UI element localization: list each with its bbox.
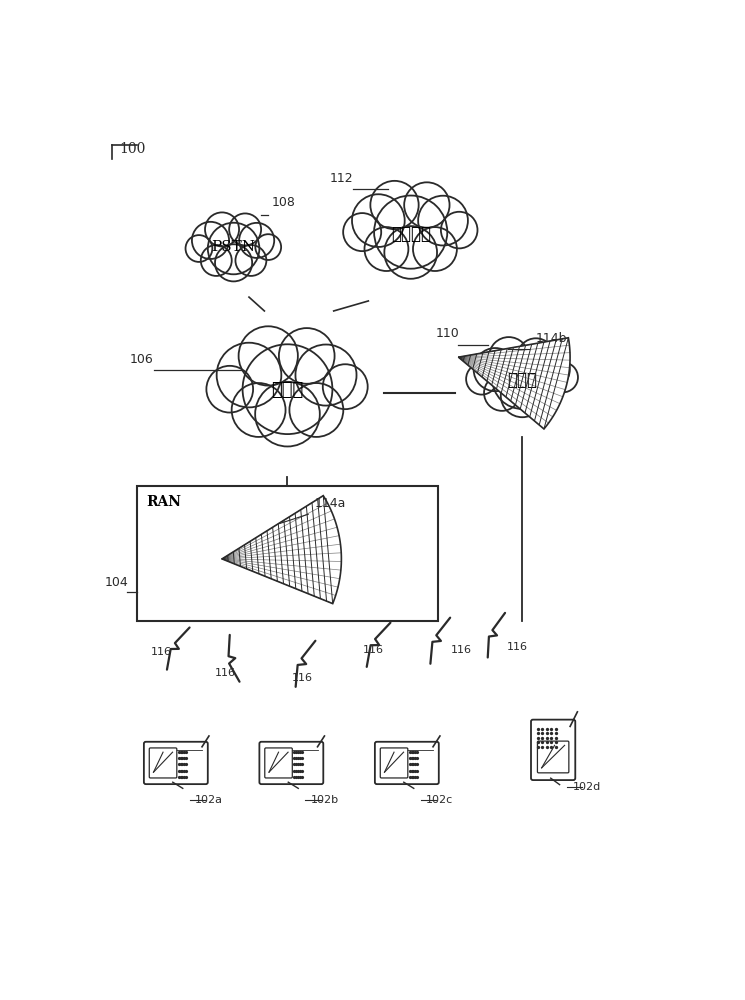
Circle shape [205, 212, 239, 246]
Text: 108: 108 [272, 196, 296, 209]
Circle shape [529, 349, 570, 390]
Bar [137, 486, 437, 620]
Circle shape [548, 362, 578, 392]
Circle shape [352, 194, 405, 247]
FancyBboxPatch shape [531, 720, 575, 780]
Circle shape [405, 182, 449, 228]
FancyBboxPatch shape [144, 742, 208, 784]
Text: 112: 112 [330, 172, 353, 185]
Circle shape [370, 181, 419, 229]
FancyBboxPatch shape [537, 741, 569, 773]
Circle shape [466, 363, 497, 395]
Text: RAN: RAN [147, 495, 182, 509]
Polygon shape [222, 496, 341, 604]
FancyBboxPatch shape [149, 748, 177, 778]
Text: 核心网: 核心网 [271, 380, 304, 398]
FancyBboxPatch shape [375, 742, 439, 784]
Text: 102d: 102d [572, 782, 600, 792]
Circle shape [364, 227, 408, 271]
Circle shape [441, 212, 478, 248]
Text: PSTN: PSTN [212, 240, 256, 254]
Circle shape [256, 234, 281, 260]
Circle shape [215, 244, 252, 281]
Circle shape [492, 349, 552, 409]
Circle shape [517, 338, 554, 375]
Circle shape [217, 343, 282, 407]
Text: 110: 110 [435, 327, 459, 340]
Text: 116: 116 [451, 645, 472, 655]
Text: 因特网: 因特网 [507, 371, 537, 389]
Circle shape [374, 196, 447, 269]
Circle shape [229, 213, 261, 245]
Polygon shape [458, 338, 570, 429]
Text: 114a: 114a [314, 497, 346, 510]
Circle shape [208, 223, 259, 274]
Circle shape [384, 226, 437, 279]
Circle shape [255, 382, 320, 446]
Text: 116: 116 [215, 668, 235, 678]
Circle shape [524, 375, 561, 411]
Circle shape [279, 328, 335, 384]
Circle shape [418, 196, 468, 245]
Circle shape [206, 366, 253, 413]
Text: 116: 116 [363, 645, 384, 655]
Text: 116: 116 [150, 647, 171, 657]
Circle shape [235, 245, 267, 276]
Text: 102b: 102b [311, 795, 339, 805]
Circle shape [474, 348, 517, 391]
Text: 106: 106 [130, 353, 153, 366]
FancyBboxPatch shape [264, 748, 292, 778]
Circle shape [238, 326, 298, 386]
Circle shape [201, 245, 232, 276]
Text: 其他网络: 其他网络 [390, 225, 431, 243]
Text: 116: 116 [291, 673, 312, 683]
Text: 102c: 102c [426, 795, 454, 805]
Circle shape [501, 374, 544, 417]
Circle shape [413, 227, 457, 271]
Text: 104: 104 [104, 576, 128, 589]
Circle shape [243, 344, 332, 434]
Text: 114b: 114b [536, 332, 567, 345]
Circle shape [484, 375, 520, 411]
Circle shape [232, 383, 285, 437]
FancyBboxPatch shape [259, 742, 323, 784]
Text: 100: 100 [120, 142, 146, 156]
Circle shape [489, 337, 528, 377]
Circle shape [192, 222, 229, 259]
FancyBboxPatch shape [380, 748, 408, 778]
Circle shape [289, 383, 343, 437]
Circle shape [323, 364, 368, 409]
Circle shape [343, 213, 381, 251]
Text: 102a: 102a [195, 795, 223, 805]
Text: 116: 116 [507, 642, 528, 652]
Circle shape [186, 235, 212, 262]
Circle shape [239, 223, 274, 258]
Circle shape [296, 345, 357, 406]
